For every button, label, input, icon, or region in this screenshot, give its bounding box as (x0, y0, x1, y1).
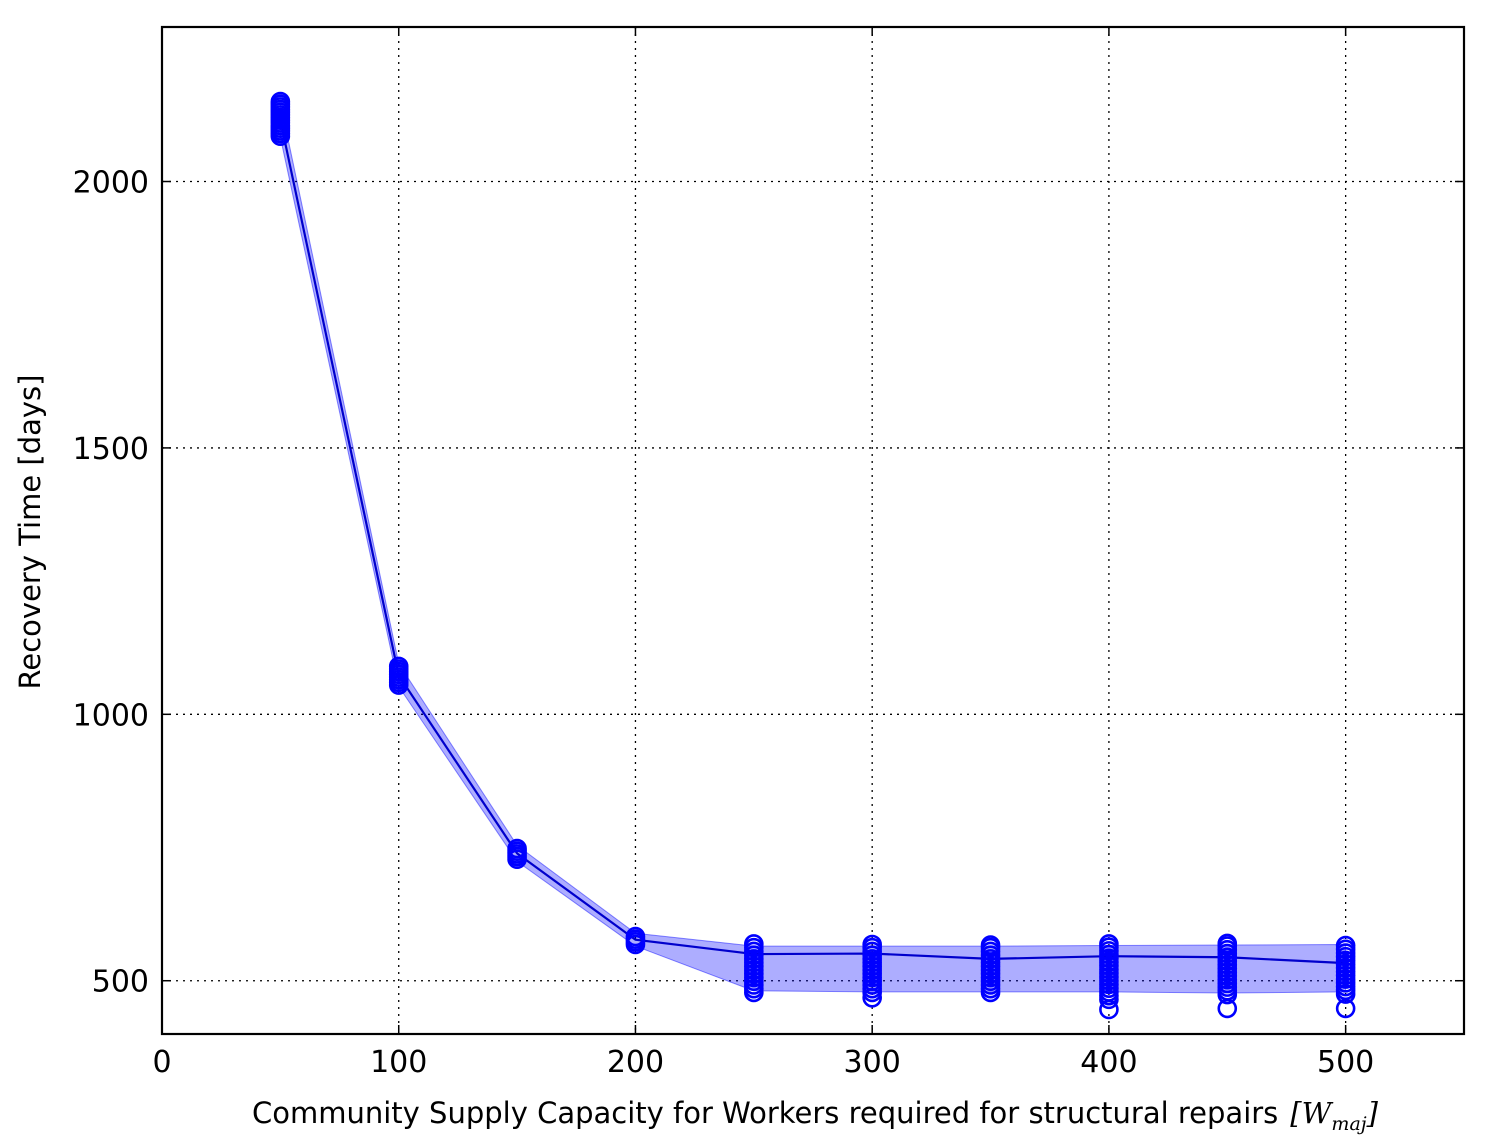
sample-point (507, 838, 527, 859)
y-tick-label: 1000 (73, 698, 149, 733)
sample-point (1335, 935, 1356, 956)
sample-point (1099, 934, 1119, 954)
y-tick-label: 2000 (73, 166, 149, 201)
sample-point (980, 935, 1001, 955)
grid-lines (162, 27, 1464, 1034)
plot-frame (160, 25, 1466, 1036)
x-axis-unit: [W (1290, 1096, 1333, 1130)
x-tick-label: 400 (1080, 1045, 1137, 1080)
y-tick-label: 1500 (73, 432, 149, 467)
sample-point (744, 934, 764, 954)
x-tick-label: 500 (1317, 1045, 1374, 1080)
sample-markers (270, 91, 1356, 1020)
mean-line-path (279, 120, 1346, 965)
sample-point (625, 926, 646, 947)
sample-point (270, 91, 291, 112)
sample-point (388, 656, 409, 677)
x-axis-unit-subscript: maj (1331, 1113, 1366, 1135)
x-tick-label: 300 (844, 1045, 901, 1080)
axis-ticks: 0 100 200 300 400 500 500 1000 1500 2000 (73, 27, 1464, 1080)
plot-area (162, 27, 1464, 1034)
sample-point (1217, 933, 1238, 954)
x-axis-unit-close: ] (1366, 1096, 1379, 1130)
y-tick-label: 500 (92, 965, 149, 1000)
x-axis-title: Community Supply Capacity for Workers re… (252, 1096, 1379, 1135)
x-axis-title-text: Community Supply Capacity for Workers re… (252, 1096, 1278, 1130)
sample-point (862, 934, 882, 955)
x-tick-label: 100 (370, 1045, 427, 1080)
x-tick-label: 0 (152, 1045, 171, 1080)
x-tick-label: 200 (607, 1045, 664, 1080)
mean-line (279, 120, 1346, 965)
y-axis-title: Recovery Time [days] (13, 375, 47, 690)
